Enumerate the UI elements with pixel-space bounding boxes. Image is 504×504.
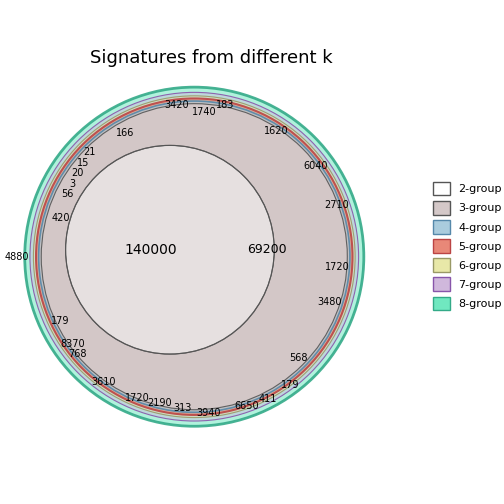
Circle shape — [33, 96, 355, 417]
Circle shape — [41, 104, 347, 410]
Circle shape — [66, 145, 274, 354]
Text: 2190: 2190 — [147, 398, 172, 408]
Text: 15: 15 — [77, 158, 89, 168]
Text: 56: 56 — [61, 189, 74, 199]
Text: 20: 20 — [72, 168, 84, 178]
Text: 179: 179 — [281, 381, 299, 391]
Text: 568: 568 — [289, 353, 308, 362]
Circle shape — [36, 98, 352, 415]
Text: 183: 183 — [216, 100, 235, 110]
Text: 2710: 2710 — [325, 200, 349, 210]
Text: 140000: 140000 — [124, 243, 177, 257]
Text: 8370: 8370 — [60, 339, 85, 349]
Text: 3480: 3480 — [318, 297, 342, 307]
Text: 69200: 69200 — [247, 243, 287, 256]
Circle shape — [30, 92, 359, 421]
Text: 1720: 1720 — [124, 393, 149, 403]
Text: 420: 420 — [51, 213, 70, 223]
Text: 3: 3 — [70, 178, 76, 188]
Circle shape — [25, 87, 364, 426]
Circle shape — [39, 101, 350, 412]
Text: 1620: 1620 — [264, 127, 288, 137]
Text: 411: 411 — [258, 394, 277, 404]
Title: Signatures from different k: Signatures from different k — [90, 49, 333, 67]
Text: 3610: 3610 — [92, 377, 116, 387]
Text: 166: 166 — [115, 128, 134, 138]
Text: 3940: 3940 — [196, 408, 220, 418]
Text: 179: 179 — [51, 316, 70, 326]
Text: 1720: 1720 — [325, 262, 349, 272]
Text: 6040: 6040 — [304, 161, 328, 171]
Text: 4880: 4880 — [5, 251, 29, 262]
Legend: 2-group, 3-group, 4-group, 5-group, 6-group, 7-group, 8-group: 2-group, 3-group, 4-group, 5-group, 6-gr… — [433, 182, 502, 310]
Text: 6650: 6650 — [234, 401, 259, 411]
Text: 3420: 3420 — [165, 100, 189, 110]
Circle shape — [41, 104, 347, 410]
Text: 1740: 1740 — [193, 107, 217, 117]
Text: 768: 768 — [69, 349, 87, 359]
Text: 313: 313 — [173, 403, 192, 413]
Text: 21: 21 — [84, 147, 96, 157]
